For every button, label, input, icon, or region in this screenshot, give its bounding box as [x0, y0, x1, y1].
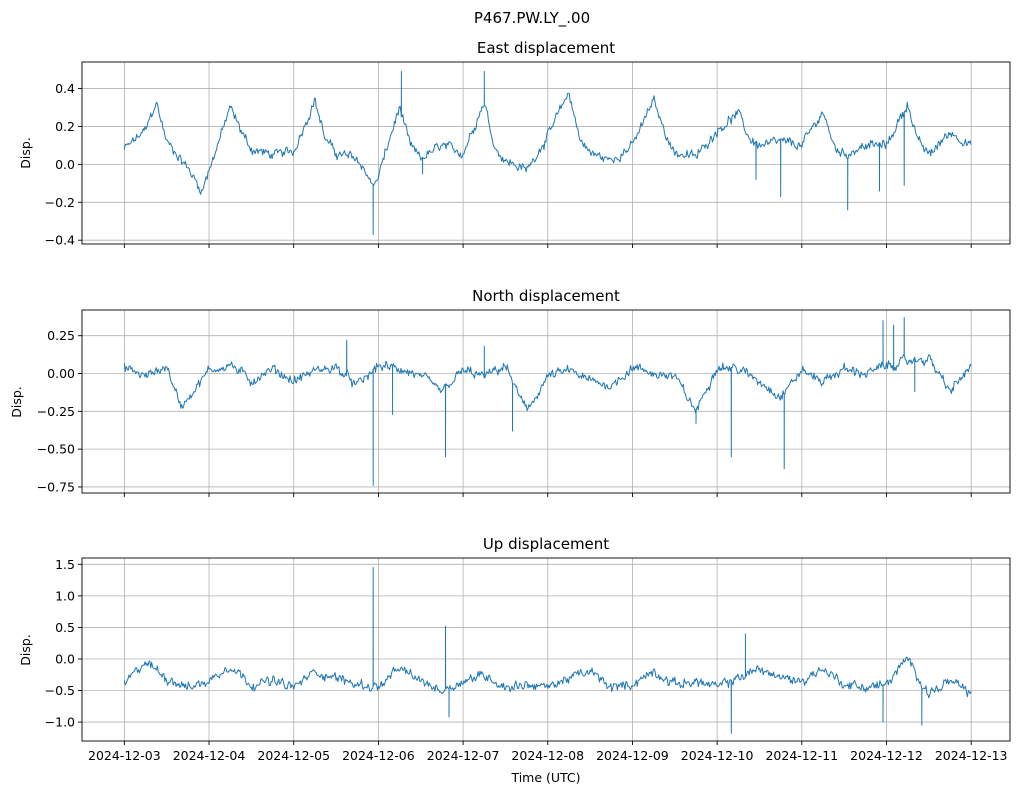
x-tick-label: 2024-12-11 — [765, 748, 838, 763]
series-group — [123, 317, 972, 486]
y-tick-label: −0.25 — [37, 404, 75, 419]
plot-frame — [81, 309, 1011, 494]
y-tick-label: −0.50 — [37, 442, 75, 457]
series-line — [123, 71, 972, 235]
grid-group — [82, 310, 1010, 493]
x-tick-label: 2024-12-07 — [427, 748, 500, 763]
x-tick-label: 2024-12-09 — [596, 748, 669, 763]
x-tick-label: 2024-12-05 — [257, 748, 330, 763]
plot-frame — [81, 61, 1011, 245]
grid-group — [82, 558, 1010, 741]
panel-up: Up displacement 2024-12-03 2024-12-04 2024… — [18, 535, 1011, 763]
y-tick-label: 0.0 — [55, 651, 75, 666]
plot-frame — [81, 557, 1011, 742]
series-group — [123, 567, 972, 734]
tick-group: 0.4 0.2 0.0 −0.2 −0.4 — [45, 81, 972, 248]
x-tick-label: 2024-12-12 — [850, 748, 923, 763]
x-tick-label: 2024-12-03 — [88, 748, 161, 763]
series-group — [123, 71, 972, 235]
y-tick-label: −0.2 — [45, 195, 75, 210]
y-tick-label: −0.4 — [45, 233, 75, 248]
y-tick-label: −0.75 — [37, 479, 75, 494]
y-tick-label: 0.5 — [55, 620, 75, 635]
x-tick-label: 2024-12-06 — [342, 748, 415, 763]
figure-title: P467.PW.LY_.00 — [474, 9, 590, 28]
tick-group: 2024-12-03 2024-12-04 2024-12-05 2024-12-06… — [45, 557, 1008, 763]
panel-title: East displacement — [477, 39, 615, 57]
series-line — [123, 317, 972, 486]
y-axis-label: Disp. — [9, 386, 24, 418]
y-axis-label: Disp. — [18, 634, 33, 666]
y-tick-label: 0.2 — [55, 119, 75, 134]
grid-group — [82, 62, 1010, 244]
panel-north: North displacement 0.25 0.00 −0.25 −0.50 −0.… — [9, 287, 1011, 497]
y-tick-label: 1.0 — [55, 588, 75, 603]
panel-title: North displacement — [472, 287, 620, 305]
tick-group: 0.25 0.00 −0.25 −0.50 −0.75 — [37, 328, 972, 497]
series-line — [123, 567, 972, 734]
y-tick-label: 0.0 — [55, 157, 75, 172]
x-tick-label: 2024-12-13 — [935, 748, 1008, 763]
x-tick-label: 2024-12-04 — [173, 748, 246, 763]
panel-east: East displacement 0.4 0.2 0.0 −0.2 −0.4 Disp… — [18, 39, 1011, 248]
y-tick-label: 0.4 — [55, 81, 75, 96]
x-tick-label: 2024-12-08 — [511, 748, 584, 763]
y-tick-label: 0.00 — [47, 366, 75, 381]
x-tick-label: 2024-12-10 — [681, 748, 754, 763]
y-tick-label: 0.25 — [47, 328, 75, 343]
y-axis-label: Disp. — [18, 137, 33, 169]
y-tick-label: −0.5 — [45, 683, 75, 698]
panel-title: Up displacement — [483, 535, 609, 553]
y-tick-label: −1.0 — [45, 715, 75, 730]
y-tick-label: 1.5 — [55, 557, 75, 572]
x-axis-label: Time (UTC) — [510, 770, 580, 785]
